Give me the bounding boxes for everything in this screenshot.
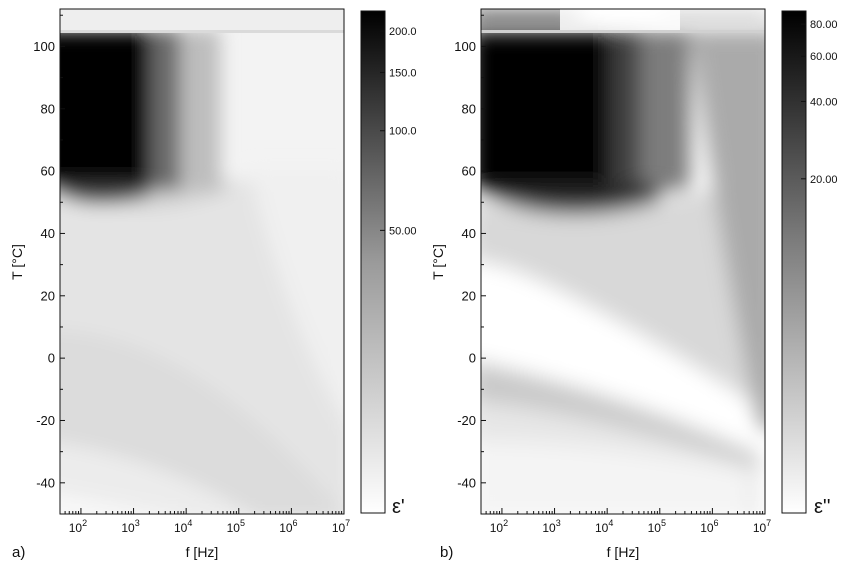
x-tick-label: 104 (595, 518, 613, 535)
y-tick-label: 60 (462, 164, 476, 179)
colorbar-tick-label: 200.0 (389, 26, 417, 38)
y-tick-label: 20 (462, 288, 476, 303)
colorbar-b: 20.00 40.00 60.00 80.00 ε'' (781, 10, 838, 518)
x-tick-label: 104 (174, 518, 192, 535)
colorbar-tick-label: 40.00 (810, 96, 838, 108)
x-tick-label: 102 (490, 518, 508, 535)
colorbar-a: 50.00 100.0 150.0 200.0 ε' (360, 10, 417, 518)
y-tick-label: 80 (41, 101, 55, 116)
y-tick-label: 20 (41, 288, 55, 303)
x-tick-label: 105 (227, 518, 245, 535)
x-tick-label: 106 (700, 518, 718, 535)
y-tick-label: -40 (457, 475, 476, 490)
colorbar-ticks-a: 50.00 100.0 150.0 200.0 (380, 26, 417, 237)
x-tick-label: 107 (753, 518, 771, 535)
y-tick-label: -20 (457, 413, 476, 428)
x-axis-a: 102 103 104 105 106 107 (59, 508, 350, 535)
colorbar-tick-label: 150.0 (389, 67, 417, 79)
panel-a: -40 -20 0 20 40 60 80 100 102 103 104 105 106 107 f … (9, 8, 417, 561)
colorbar-tick-label: 80.00 (810, 19, 838, 31)
x-axis-b: 102 103 104 105 106 107 (480, 508, 771, 535)
y-axis-b: -40 -20 0 20 40 60 80 100 (454, 14, 486, 490)
x-axis-label-b: f [Hz] (607, 544, 640, 560)
x-tick-label: 105 (648, 518, 666, 535)
colorbar-ticks-b: 20.00 40.00 60.00 80.00 (801, 19, 838, 186)
colorbar-gradient-b (781, 10, 807, 514)
y-tick-label: 60 (41, 164, 55, 179)
x-tick-label: 103 (121, 518, 139, 535)
colorbar-gradient-a (360, 10, 386, 514)
panel-label-b: b) (440, 544, 453, 561)
heatmap-field-b (481, 9, 765, 514)
y-tick-label: -20 (36, 413, 55, 428)
y-tick-label: 40 (462, 226, 476, 241)
y-tick-label: -40 (36, 475, 55, 490)
y-tick-label: 0 (469, 351, 476, 366)
y-axis-label-b: T [°C] (430, 244, 446, 280)
colorbar-label-a: ε' (392, 496, 405, 518)
y-axis-a: -40 -20 0 20 40 60 80 100 (33, 14, 65, 490)
y-axis-label-a: T [°C] (9, 244, 25, 280)
x-tick-label: 103 (542, 518, 560, 535)
colorbar-tick-label: 50.00 (389, 225, 417, 237)
colorbar-label-b: ε'' (814, 496, 831, 518)
colorbar-tick-label: 60.00 (810, 51, 838, 63)
y-tick-label: 0 (48, 351, 55, 366)
colorbar-tick-label: 100.0 (389, 126, 417, 138)
panel-label-a: a) (12, 544, 25, 561)
x-axis-label-a: f [Hz] (186, 544, 219, 560)
x-tick-label: 107 (332, 518, 350, 535)
y-tick-label: 80 (462, 101, 476, 116)
colorbar-tick-label: 20.00 (810, 174, 838, 186)
x-tick-label: 102 (69, 518, 87, 535)
x-tick-label: 106 (279, 518, 297, 535)
y-tick-label: 100 (33, 39, 55, 54)
y-tick-label: 40 (41, 226, 55, 241)
panel-b: -40 -20 0 20 40 60 80 100 102 103 104 105 106 107 f … (430, 8, 838, 561)
y-tick-label: 100 (454, 39, 476, 54)
heatmap-field-a (60, 9, 344, 514)
